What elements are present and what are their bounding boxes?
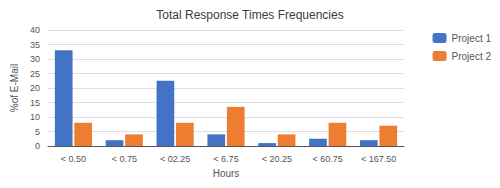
- svg-text:40: 40: [30, 25, 40, 35]
- svg-text:< 20.25: < 20.25: [262, 154, 292, 164]
- svg-text:0: 0: [35, 141, 40, 151]
- svg-text:Total Response Times Frequenci: Total Response Times Frequencies: [156, 8, 343, 22]
- svg-text:Project 2: Project 2: [452, 51, 492, 62]
- svg-text:Hours: Hours: [213, 168, 240, 179]
- svg-text:< 60.75: < 60.75: [313, 154, 343, 164]
- svg-text:25: 25: [30, 69, 40, 79]
- svg-text:20: 20: [30, 83, 40, 93]
- svg-text:< 0.50: < 0.50: [61, 154, 86, 164]
- svg-text:%of E-Mail: %of E-Mail: [9, 64, 20, 112]
- svg-text:5: 5: [35, 127, 40, 137]
- svg-text:35: 35: [30, 40, 40, 50]
- svg-text:< 0.75: < 0.75: [112, 154, 137, 164]
- svg-text:30: 30: [30, 54, 40, 64]
- svg-text:10: 10: [30, 112, 40, 122]
- svg-text:< 6.75: < 6.75: [213, 154, 238, 164]
- svg-text:Project 1: Project 1: [452, 33, 492, 44]
- svg-text:< 02.25: < 02.25: [160, 154, 190, 164]
- svg-text:< 167.50: < 167.50: [361, 154, 396, 164]
- svg-text:15: 15: [30, 98, 40, 108]
